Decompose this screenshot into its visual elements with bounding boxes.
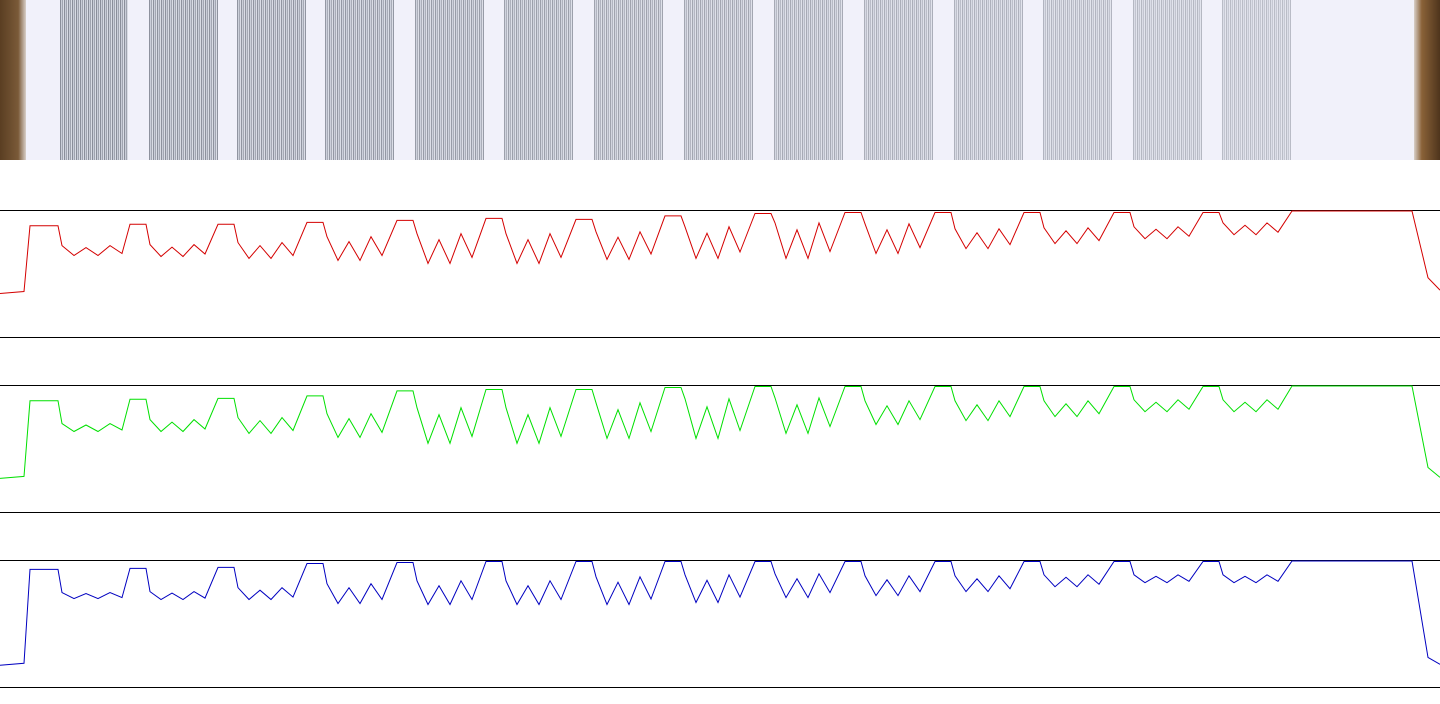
bar-pattern [684, 0, 753, 160]
bar-pattern [774, 0, 843, 160]
channel-line [0, 210, 1440, 294]
bar-pattern [1043, 0, 1112, 160]
bar-pattern [954, 0, 1023, 160]
image-strip [0, 0, 1440, 160]
image-edge [0, 0, 26, 160]
channel-line [0, 385, 1440, 479]
bar-pattern [325, 0, 394, 160]
bar-pattern [149, 0, 218, 160]
bar-pattern [1222, 0, 1291, 160]
bar-pattern [594, 0, 663, 160]
bar-pattern [864, 0, 933, 160]
bar-pattern [415, 0, 484, 160]
bar-pattern [1133, 0, 1202, 160]
bar-pattern [237, 0, 306, 160]
bar-pattern [504, 0, 573, 160]
channel-line [0, 560, 1440, 666]
bar-pattern [60, 0, 128, 160]
image-edge [1414, 0, 1440, 160]
